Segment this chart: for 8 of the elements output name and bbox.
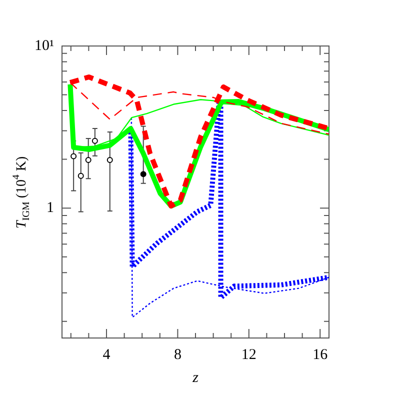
x-tick-label: 4 bbox=[102, 346, 111, 363]
x-tick-label: 16 bbox=[312, 346, 328, 363]
x-axis-title: z bbox=[192, 370, 199, 386]
y-tick-label: 1 bbox=[46, 200, 54, 216]
x-tick-label: 12 bbox=[241, 346, 256, 363]
x-tick-label: 8 bbox=[174, 346, 182, 363]
y-tick-label: 10¹ bbox=[34, 38, 54, 54]
y-axis-title: TIGM (104 K) bbox=[10, 156, 32, 228]
